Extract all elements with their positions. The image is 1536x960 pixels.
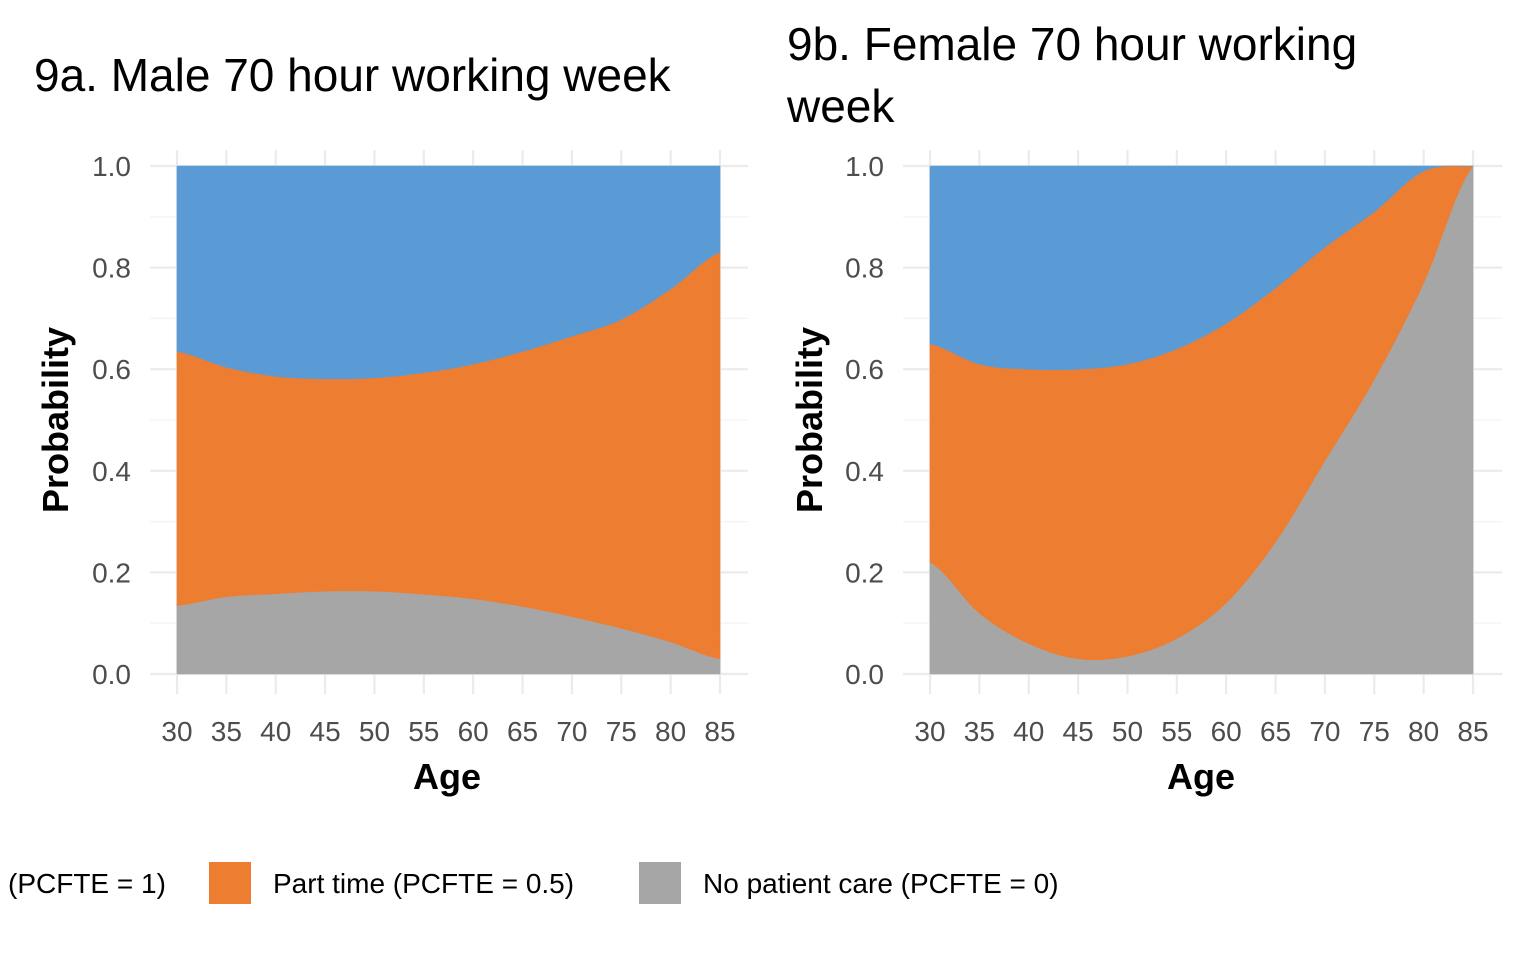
chart-title: 9b. Female 70 hour working week — [786, 18, 1370, 132]
x-tick-label: 70 — [1309, 716, 1340, 747]
x-tick-label: 50 — [1112, 716, 1143, 747]
x-tick-label: 35 — [211, 716, 242, 747]
x-axis-title: Age — [1167, 756, 1235, 797]
x-axis-ticks: 30 35 40 45 50 55 60 65 70 75 80 85 — [161, 716, 735, 747]
y-tick-label: 0.0 — [845, 659, 884, 690]
area-series-full-time — [176, 165, 721, 380]
x-tick-label: 85 — [1457, 716, 1488, 747]
y-tick-label: 1.0 — [845, 151, 884, 182]
x-tick-label: 80 — [655, 716, 686, 747]
y-tick-label: 0.8 — [92, 253, 131, 284]
x-tick-label: 75 — [606, 716, 637, 747]
x-tick-label: 75 — [1359, 716, 1390, 747]
stacked-areas — [176, 165, 721, 675]
x-tick-label: 55 — [408, 716, 439, 747]
y-axis-title: Probability — [789, 327, 830, 513]
area-series-full-time — [929, 165, 1474, 371]
legend-label-no-patient-care: No patient care (PCFTE = 0) — [703, 868, 1059, 899]
x-tick-label: 50 — [359, 716, 390, 747]
y-axis-ticks: 0.0 0.2 0.4 0.6 0.8 1.0 — [845, 151, 884, 690]
y-tick-label: 0.4 — [845, 456, 884, 487]
y-tick-label: 0.2 — [845, 557, 884, 588]
x-tick-label: 80 — [1408, 716, 1439, 747]
y-tick-label: 0.2 — [92, 557, 131, 588]
x-tick-label: 45 — [1063, 716, 1094, 747]
y-tick-label: 0.8 — [845, 253, 884, 284]
y-tick-label: 0.4 — [92, 456, 131, 487]
legend-swatch-part-time — [209, 862, 251, 904]
y-tick-label: 0.6 — [845, 354, 884, 385]
y-axis-title: Probability — [35, 327, 76, 513]
chart-title-line-1: 9b. Female 70 hour working — [787, 18, 1357, 70]
stacked-areas — [929, 165, 1474, 675]
chart-panel-9a: 9a. Male 70 hour working week 0.00.20.40… — [34, 49, 748, 797]
x-tick-label: 40 — [260, 716, 291, 747]
x-tick-label: 60 — [1211, 716, 1242, 747]
y-tick-label: 0.0 — [92, 659, 131, 690]
y-tick-label: 0.6 — [92, 354, 131, 385]
x-tick-label: 55 — [1161, 716, 1192, 747]
x-tick-label: 35 — [964, 716, 995, 747]
x-tick-label: 30 — [914, 716, 945, 747]
chart-panel-9b: 9b. Female 70 hour working week 0.00.20.… — [786, 18, 1502, 797]
x-tick-label: 70 — [556, 716, 587, 747]
x-tick-label: 65 — [1260, 716, 1291, 747]
legend: (PCFTE = 1) Part time (PCFTE = 0.5) No p… — [8, 862, 1059, 904]
y-axis-ticks: 0.0 0.2 0.4 0.6 0.8 1.0 — [92, 151, 131, 690]
x-tick-label: 30 — [161, 716, 192, 747]
legend-label-part-time: Part time (PCFTE = 0.5) — [273, 868, 574, 899]
legend-label-full-time: (PCFTE = 1) — [8, 868, 166, 899]
x-axis-title: Age — [413, 756, 481, 797]
x-tick-label: 45 — [310, 716, 341, 747]
x-tick-label: 40 — [1013, 716, 1044, 747]
chart-title-line-2: week — [786, 80, 895, 132]
x-axis-ticks: 30 35 40 45 50 55 60 65 70 75 80 85 — [914, 716, 1488, 747]
y-tick-label: 1.0 — [92, 151, 131, 182]
legend-swatch-no-patient-care — [639, 862, 681, 904]
chart-title: 9a. Male 70 hour working week — [34, 49, 672, 101]
x-tick-label: 85 — [704, 716, 735, 747]
x-tick-label: 65 — [507, 716, 538, 747]
x-tick-label: 60 — [458, 716, 489, 747]
